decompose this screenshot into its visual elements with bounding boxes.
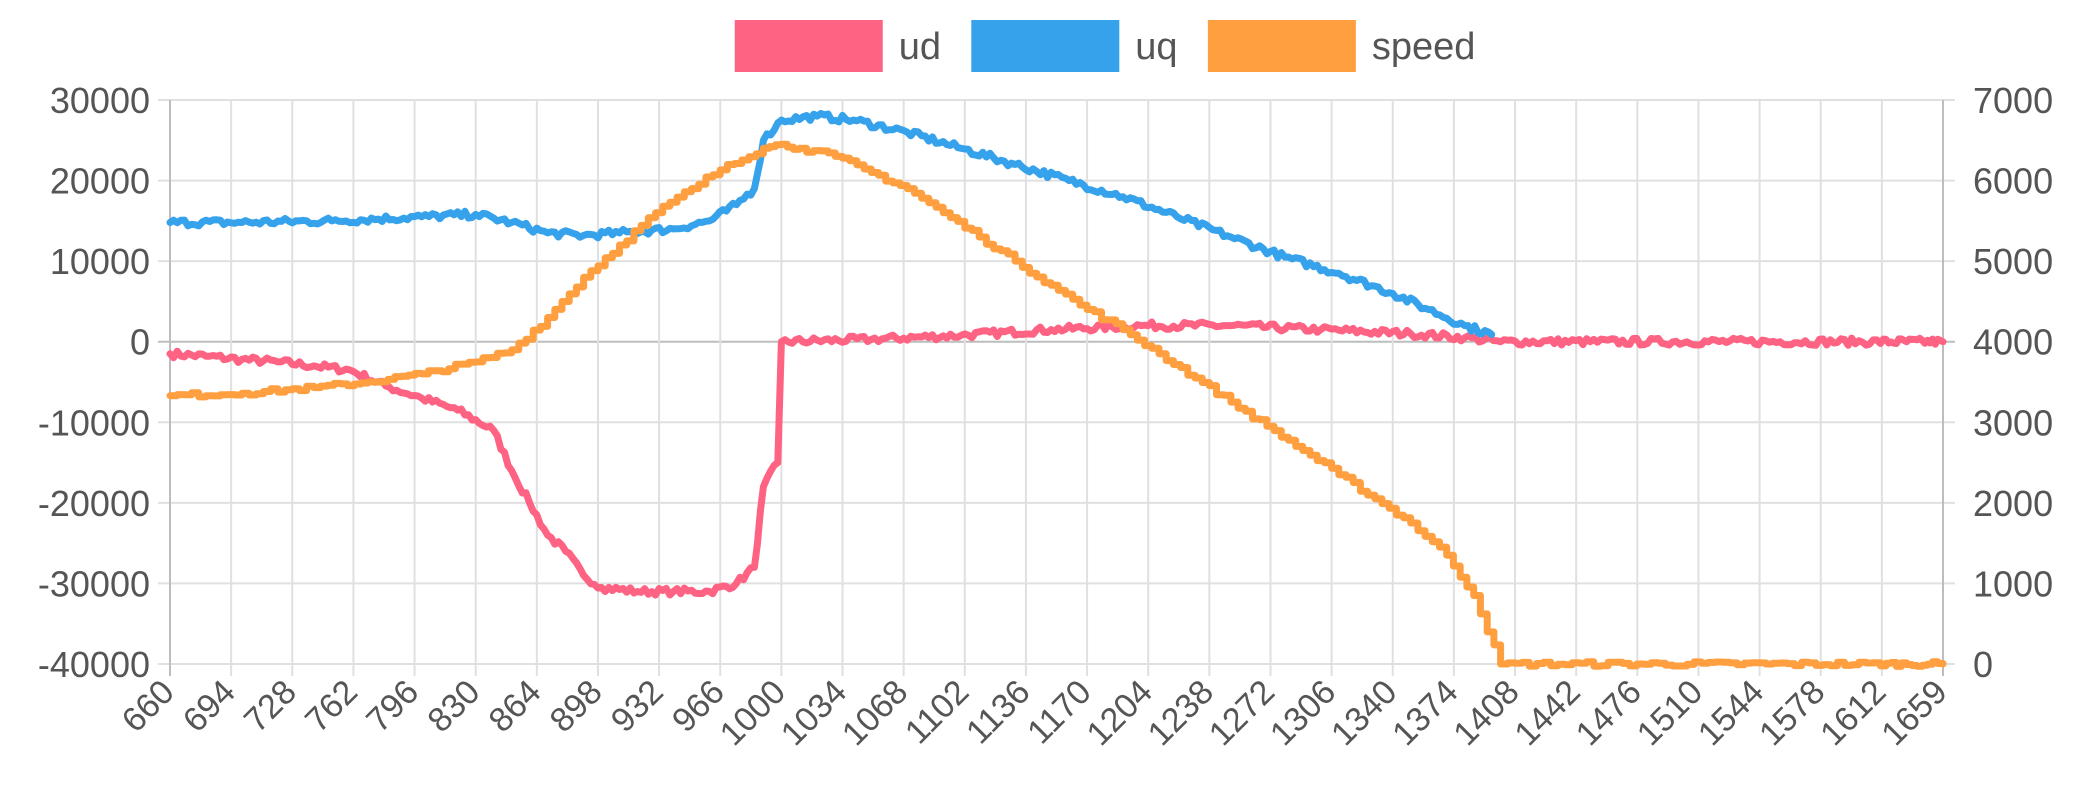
y-left-tick-label: 20000 — [50, 161, 150, 202]
y-left-tick-label: -10000 — [38, 402, 150, 443]
x-tick-label: 932 — [604, 673, 671, 740]
x-tick-label: 1034 — [774, 673, 854, 753]
y-left-tick-label: -40000 — [38, 644, 150, 685]
x-tick-label: 1374 — [1385, 673, 1465, 753]
legend: ud uq speed — [734, 20, 1476, 72]
x-tick-label: 1578 — [1752, 673, 1832, 753]
y-right-tick-label: 4000 — [1973, 322, 2053, 363]
legend-label-uq: uq — [1135, 26, 1177, 68]
y-left-tick-label: -20000 — [38, 483, 150, 524]
x-tick-label: 1102 — [898, 673, 977, 752]
x-tick-label: 1068 — [835, 673, 915, 753]
series-line-uq — [166, 110, 1496, 338]
x-tick-label: 1340 — [1324, 673, 1404, 753]
y-right-tick-label: 6000 — [1973, 161, 2053, 202]
x-tick-label: 728 — [237, 673, 304, 740]
y-left-tick-label: -30000 — [38, 563, 150, 604]
legend-swatch-ud — [734, 20, 883, 72]
x-tick-label: 1306 — [1263, 673, 1343, 753]
y-right-tick-label: 7000 — [1973, 80, 2053, 121]
legend-swatch-speed — [1207, 20, 1356, 72]
x-tick-label: 762 — [298, 673, 365, 740]
y-left-tick-label: 10000 — [50, 241, 150, 282]
y-right-tick-label: 3000 — [1973, 402, 2053, 443]
x-tick-label: 898 — [543, 673, 610, 740]
x-tick-label: 1408 — [1446, 673, 1526, 753]
x-tick-label: 1204 — [1080, 673, 1160, 753]
y-right-tick-label: 5000 — [1973, 241, 2053, 282]
y-left-tick-label: 30000 — [50, 80, 150, 121]
x-tick-label: 1612 — [1813, 673, 1893, 753]
series-lines — [166, 110, 1947, 670]
x-tick-label: 1000 — [713, 673, 793, 753]
x-tick-label: 1476 — [1569, 673, 1649, 753]
x-tick-label: 1510 — [1630, 673, 1710, 753]
x-tick-label: 1544 — [1691, 673, 1771, 753]
legend-label-ud: ud — [899, 26, 941, 68]
x-tick-label: 694 — [176, 673, 243, 740]
y-right-tick-label: 2000 — [1973, 483, 2053, 524]
series-line-ud — [166, 318, 1947, 599]
x-tick-label: 1442 — [1507, 673, 1587, 753]
y-right-tick-label: 1000 — [1973, 563, 2053, 604]
x-tick-label: 796 — [359, 673, 426, 740]
x-tick-label: 864 — [481, 673, 548, 740]
y-left-tick-label: 0 — [130, 322, 150, 363]
legend-label-speed: speed — [1372, 26, 1476, 68]
series-line-speed — [166, 140, 1947, 670]
legend-swatch-uq — [971, 20, 1120, 72]
x-tick-label: 830 — [420, 673, 487, 740]
x-tick-label: 1659 — [1874, 673, 1954, 753]
x-tick-label: 1136 — [959, 673, 1038, 752]
x-tick-label: 1238 — [1141, 673, 1221, 753]
x-tick-label: 1170 — [1020, 673, 1099, 752]
grid-lines — [158, 99, 1955, 676]
x-tick-label: 1272 — [1202, 673, 1282, 753]
y-right-tick-label: 0 — [1973, 644, 1993, 685]
